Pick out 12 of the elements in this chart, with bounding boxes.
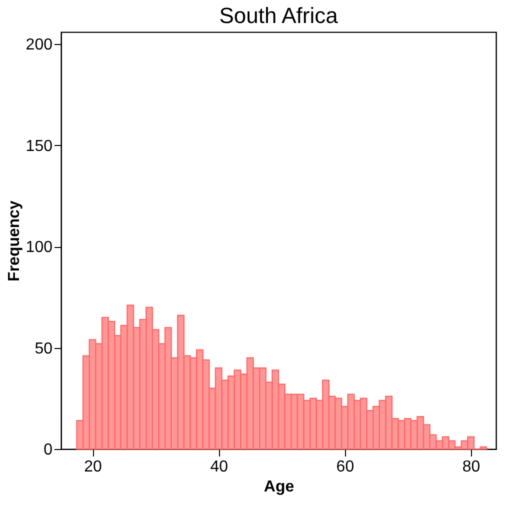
x-axis-title: Age (264, 478, 294, 496)
x-tick-label: 20 (84, 458, 102, 476)
y-axis-title: Frequency (6, 200, 23, 282)
x-tick-label: 60 (336, 458, 354, 476)
y-tick-label: 200 (26, 36, 53, 54)
chart-title: South Africa (219, 3, 339, 28)
x-tick-label: 40 (210, 458, 228, 476)
y-tick-label: 50 (34, 340, 53, 358)
y-tick-label: 150 (26, 138, 53, 155)
y-tick-label: 0 (44, 442, 53, 458)
y-tick-label: 100 (26, 239, 53, 256)
x-tick-label: 80 (462, 458, 480, 476)
